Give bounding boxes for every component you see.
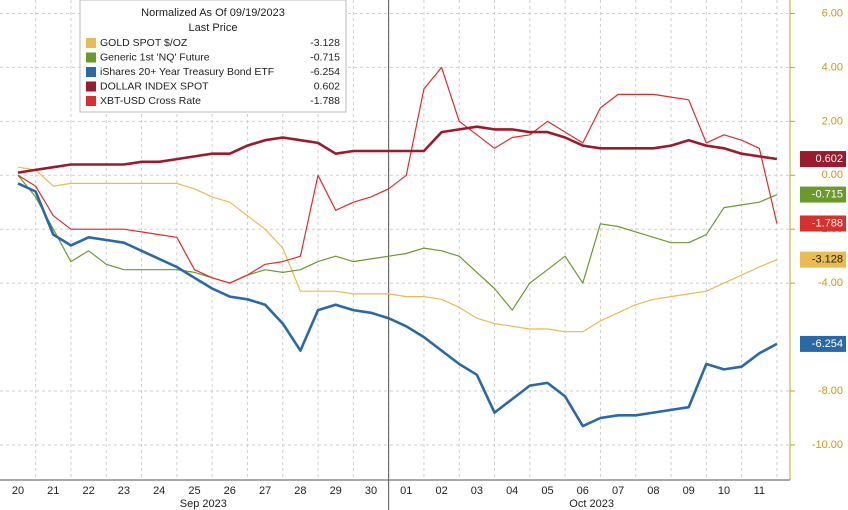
price-tag-label: -3.128 xyxy=(812,254,843,266)
x-tick-label: 30 xyxy=(365,485,377,497)
y-tick-label: 0.00 xyxy=(822,169,843,181)
legend-label: XBT-USD Cross Rate xyxy=(100,95,201,107)
x-tick-label: 24 xyxy=(153,485,165,497)
legend-value: 0.602 xyxy=(314,80,340,92)
legend-subtitle: Last Price xyxy=(189,22,238,34)
legend-value: -3.128 xyxy=(310,37,340,49)
series-line xyxy=(17,182,778,428)
y-tick-label: 6.00 xyxy=(822,7,843,19)
legend-swatch xyxy=(86,38,96,48)
x-tick-label: 08 xyxy=(647,485,659,497)
legend: Normalized As Of 09/19/2023 Last PriceGOL… xyxy=(79,0,347,113)
month-label: Sep 2023 xyxy=(180,498,227,510)
x-tick-label: 11 xyxy=(754,485,765,497)
series-line xyxy=(17,125,778,174)
legend-swatch xyxy=(86,67,96,77)
x-tick-label: 01 xyxy=(400,485,412,497)
series-line xyxy=(17,174,778,311)
legend-label: iShares 20+ Year Treasury Bond ETF xyxy=(100,66,274,78)
x-tick-label: 29 xyxy=(330,485,342,497)
x-tick-label: 02 xyxy=(435,485,447,497)
legend-title: Normalized As Of 09/19/2023 xyxy=(141,7,285,19)
month-label: Oct 2023 xyxy=(569,498,614,510)
x-tick-label: 10 xyxy=(718,485,730,497)
legend-label: Generic 1st 'NQ' Future xyxy=(100,51,210,63)
price-tag xyxy=(800,335,846,352)
x-tick-label: 27 xyxy=(259,485,271,497)
x-tick-label: 04 xyxy=(506,485,518,497)
price-tag xyxy=(800,186,846,203)
x-tick-label: 07 xyxy=(612,485,624,497)
x-tick-label: 25 xyxy=(188,485,200,497)
x-tick-label: 09 xyxy=(683,485,695,497)
series-line xyxy=(17,66,778,284)
price-tag xyxy=(800,251,846,268)
price-tag-label: -1.788 xyxy=(812,217,843,229)
legend-label: GOLD SPOT $/OZ xyxy=(100,37,188,49)
x-tick-label: 03 xyxy=(471,485,483,497)
x-tick-label: 05 xyxy=(541,485,553,497)
legend-value: -1.788 xyxy=(310,95,340,107)
x-tick-label: 06 xyxy=(577,485,589,497)
x-tick-label: 20 xyxy=(12,485,24,497)
x-tick-label: 21 xyxy=(47,485,59,497)
legend-swatch xyxy=(86,52,96,63)
y-tick-label: -4.00 xyxy=(818,277,843,289)
legend-label: DOLLAR INDEX SPOT xyxy=(100,80,209,92)
y-tick-label: -8.00 xyxy=(818,385,843,397)
price-tag xyxy=(800,151,846,168)
x-tick-label: 28 xyxy=(294,485,306,497)
price-tag-label: -6.254 xyxy=(812,338,843,350)
legend-value: -6.254 xyxy=(310,66,340,78)
legend-swatch xyxy=(86,81,96,92)
x-tick-label: 22 xyxy=(82,485,94,497)
legend-value: -0.715 xyxy=(310,51,340,63)
price-tag-label: -0.715 xyxy=(812,188,843,200)
y-tick-label: 2.00 xyxy=(822,115,843,127)
legend-box xyxy=(79,0,347,113)
price-tag-label: 0.602 xyxy=(815,153,843,165)
y-tick-label: -10.00 xyxy=(812,439,843,451)
series-line xyxy=(17,166,778,333)
y-tick-label: 4.00 xyxy=(822,61,843,73)
x-tick-label: 26 xyxy=(224,485,236,497)
price-tag xyxy=(800,215,846,232)
legend-swatch xyxy=(86,96,96,106)
x-tick-label: 23 xyxy=(118,485,130,497)
